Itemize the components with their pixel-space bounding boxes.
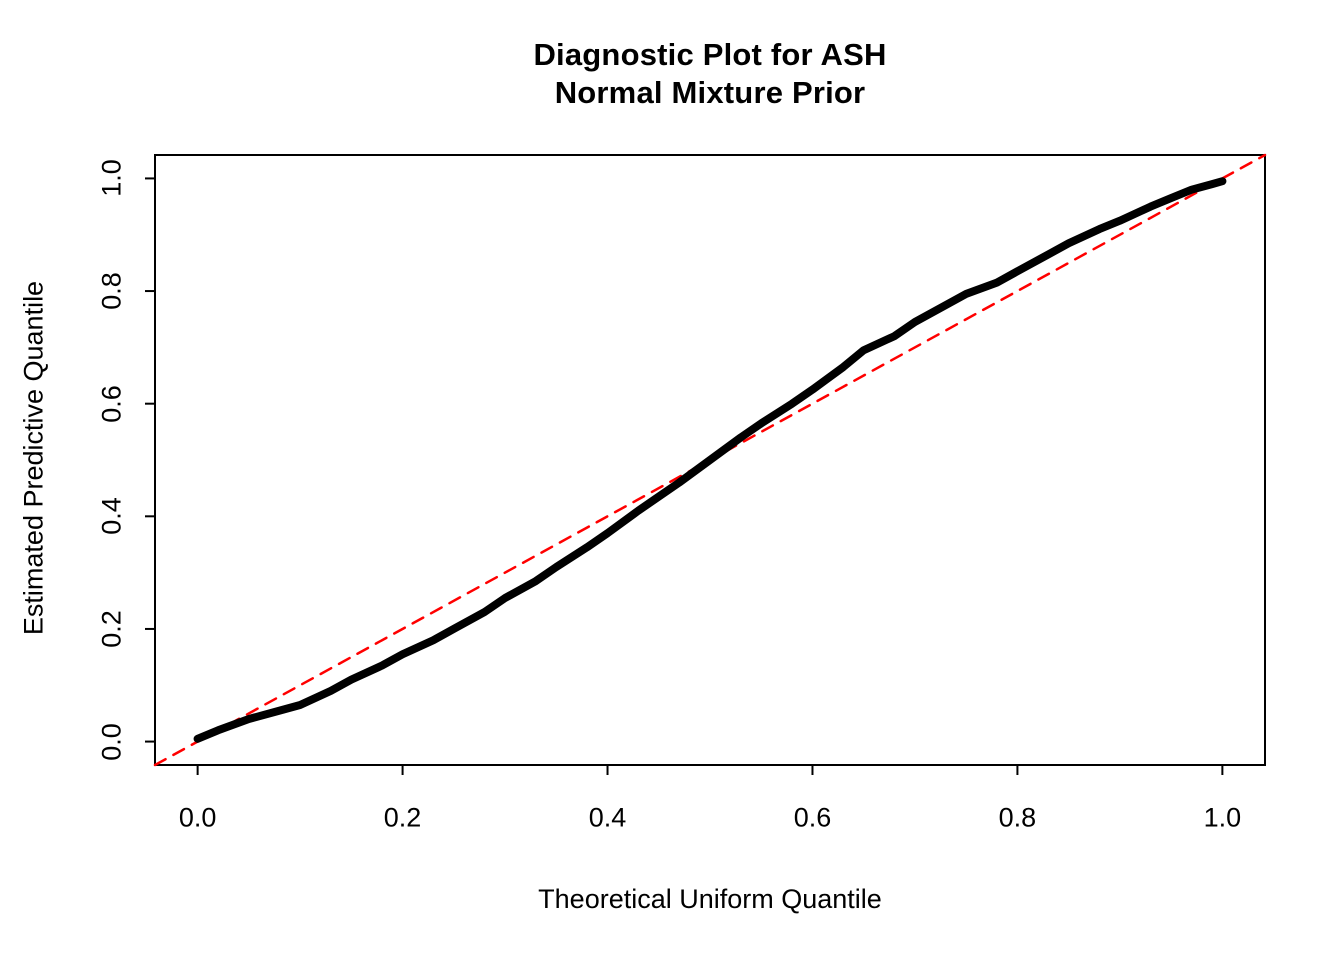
x-axis-label: Theoretical Uniform Quantile (538, 884, 882, 914)
y-tick-label: 0.4 (96, 497, 127, 536)
x-tick-label: 1.0 (1203, 802, 1242, 833)
y-tick-label: 0.2 (96, 610, 127, 648)
chart-title-line2: Normal Mixture Prior (554, 75, 866, 110)
x-tick-label: 0.8 (998, 802, 1037, 833)
plot-box (154, 154, 1266, 766)
x-tick-label: 0.6 (793, 802, 832, 833)
y-tick-label: 0.8 (96, 272, 127, 310)
y-tick-label: 1.0 (96, 159, 127, 198)
estimated-predictive-quantile-curve (193, 177, 1227, 743)
y-tick-label: 0.6 (96, 384, 127, 423)
chart-title-line1: Diagnostic Plot for ASH (533, 37, 887, 72)
y-tick-label: 0.0 (96, 722, 127, 761)
x-tick-label: 0.4 (588, 802, 627, 833)
chart-title: Diagnostic Plot for ASH Normal Mixture P… (155, 36, 1265, 112)
y-axis-label: Estimated Predictive Quantile (18, 280, 49, 636)
x-tick-label: 0.0 (178, 802, 217, 833)
x-tick-label: 0.2 (383, 802, 422, 833)
